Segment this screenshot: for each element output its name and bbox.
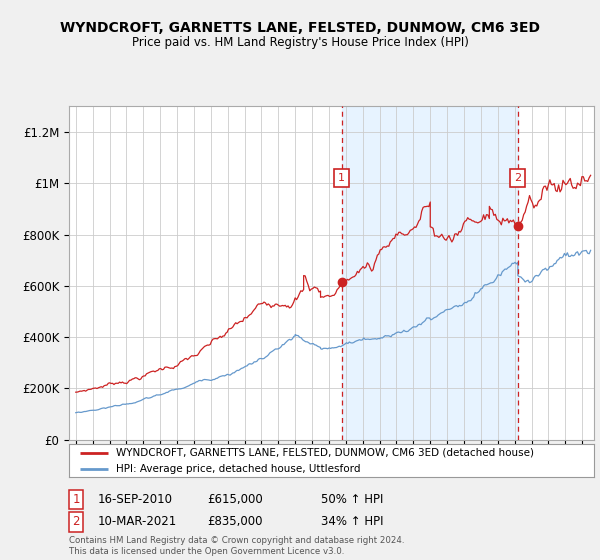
Text: WYNDCROFT, GARNETTS LANE, FELSTED, DUNMOW, CM6 3ED: WYNDCROFT, GARNETTS LANE, FELSTED, DUNMO… (60, 21, 540, 35)
Text: HPI: Average price, detached house, Uttlesford: HPI: Average price, detached house, Uttl… (116, 464, 361, 474)
Text: Price paid vs. HM Land Registry's House Price Index (HPI): Price paid vs. HM Land Registry's House … (131, 36, 469, 49)
Text: £615,000: £615,000 (207, 493, 263, 506)
Text: 16-SEP-2010: 16-SEP-2010 (98, 493, 173, 506)
Text: 1: 1 (73, 493, 80, 506)
Text: 10-MAR-2021: 10-MAR-2021 (98, 515, 177, 529)
Text: 50% ↑ HPI: 50% ↑ HPI (321, 493, 383, 506)
Text: 34% ↑ HPI: 34% ↑ HPI (321, 515, 383, 529)
Text: 1: 1 (338, 173, 345, 183)
Text: 2: 2 (514, 173, 521, 183)
Text: £835,000: £835,000 (207, 515, 263, 529)
Text: WYNDCROFT, GARNETTS LANE, FELSTED, DUNMOW, CM6 3ED (detached house): WYNDCROFT, GARNETTS LANE, FELSTED, DUNMO… (116, 448, 534, 458)
Text: Contains HM Land Registry data © Crown copyright and database right 2024.
This d: Contains HM Land Registry data © Crown c… (69, 536, 404, 556)
Bar (341, 106, 518, 440)
Text: 2: 2 (73, 515, 80, 529)
